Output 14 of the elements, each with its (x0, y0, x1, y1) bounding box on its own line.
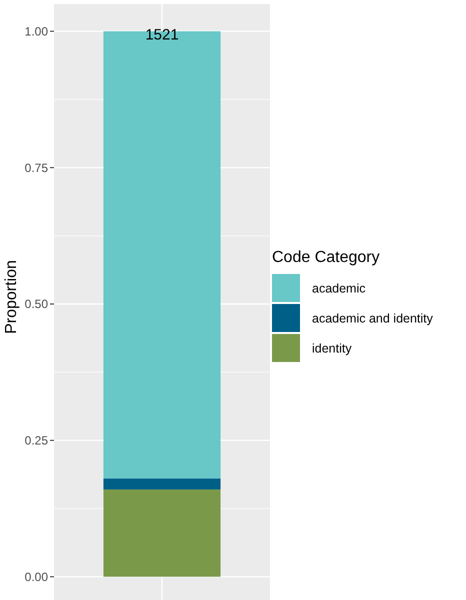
bar (103, 489, 221, 577)
bar (103, 31, 221, 479)
legend-title: Code Category (272, 249, 380, 266)
y-tick-label: 0.50 (24, 297, 48, 312)
legend-label: identity (312, 341, 352, 356)
legend-label: academic (312, 281, 366, 296)
annotation: 1521 (145, 26, 179, 44)
y-tick-label: 0.75 (24, 160, 48, 175)
y-axis-title: Proportion (3, 260, 20, 334)
y-tick-label: 0.00 (24, 570, 48, 584)
bar (103, 478, 221, 490)
y-tick-label: 1.00 (24, 24, 48, 38)
legend-label: academic and identity (312, 311, 434, 326)
y-tick-label: 0.25 (24, 434, 48, 448)
